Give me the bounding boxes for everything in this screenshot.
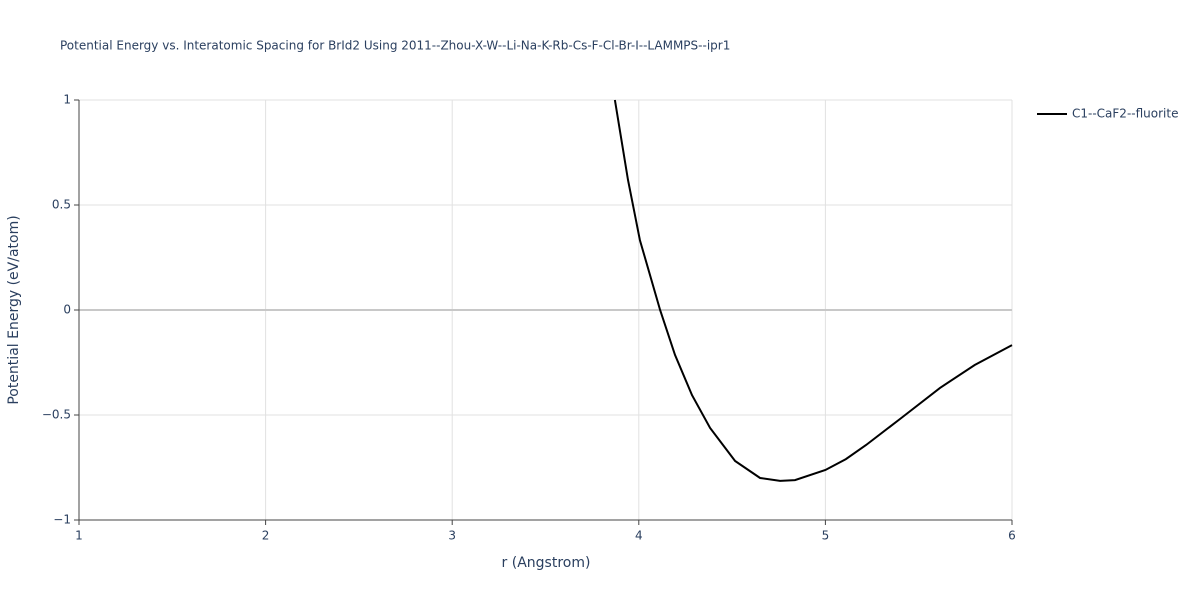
legend-label: C1--CaF2--fluorite bbox=[1072, 107, 1178, 121]
x-tick-label: 4 bbox=[635, 529, 643, 543]
y-tick-label: 0 bbox=[63, 303, 71, 317]
x-tick-label: 2 bbox=[262, 529, 270, 543]
x-tick-label: 6 bbox=[1008, 529, 1016, 543]
y-tick-label: −0.5 bbox=[42, 408, 71, 422]
y-axis-label: Potential Energy (eV/atom) bbox=[6, 215, 22, 404]
y-tick-label: 0.5 bbox=[52, 198, 71, 212]
x-axis-label: r (Angstrom) bbox=[502, 555, 591, 571]
x-tick-label: 1 bbox=[75, 529, 83, 543]
y-tick-label: 1 bbox=[63, 93, 71, 107]
x-tick-label: 3 bbox=[448, 529, 456, 543]
x-tick-label: 5 bbox=[822, 529, 830, 543]
line-series bbox=[613, 99, 1013, 482]
chart-title: Potential Energy vs. Interatomic Spacing… bbox=[60, 39, 730, 53]
y-tick-label: −1 bbox=[53, 513, 71, 527]
